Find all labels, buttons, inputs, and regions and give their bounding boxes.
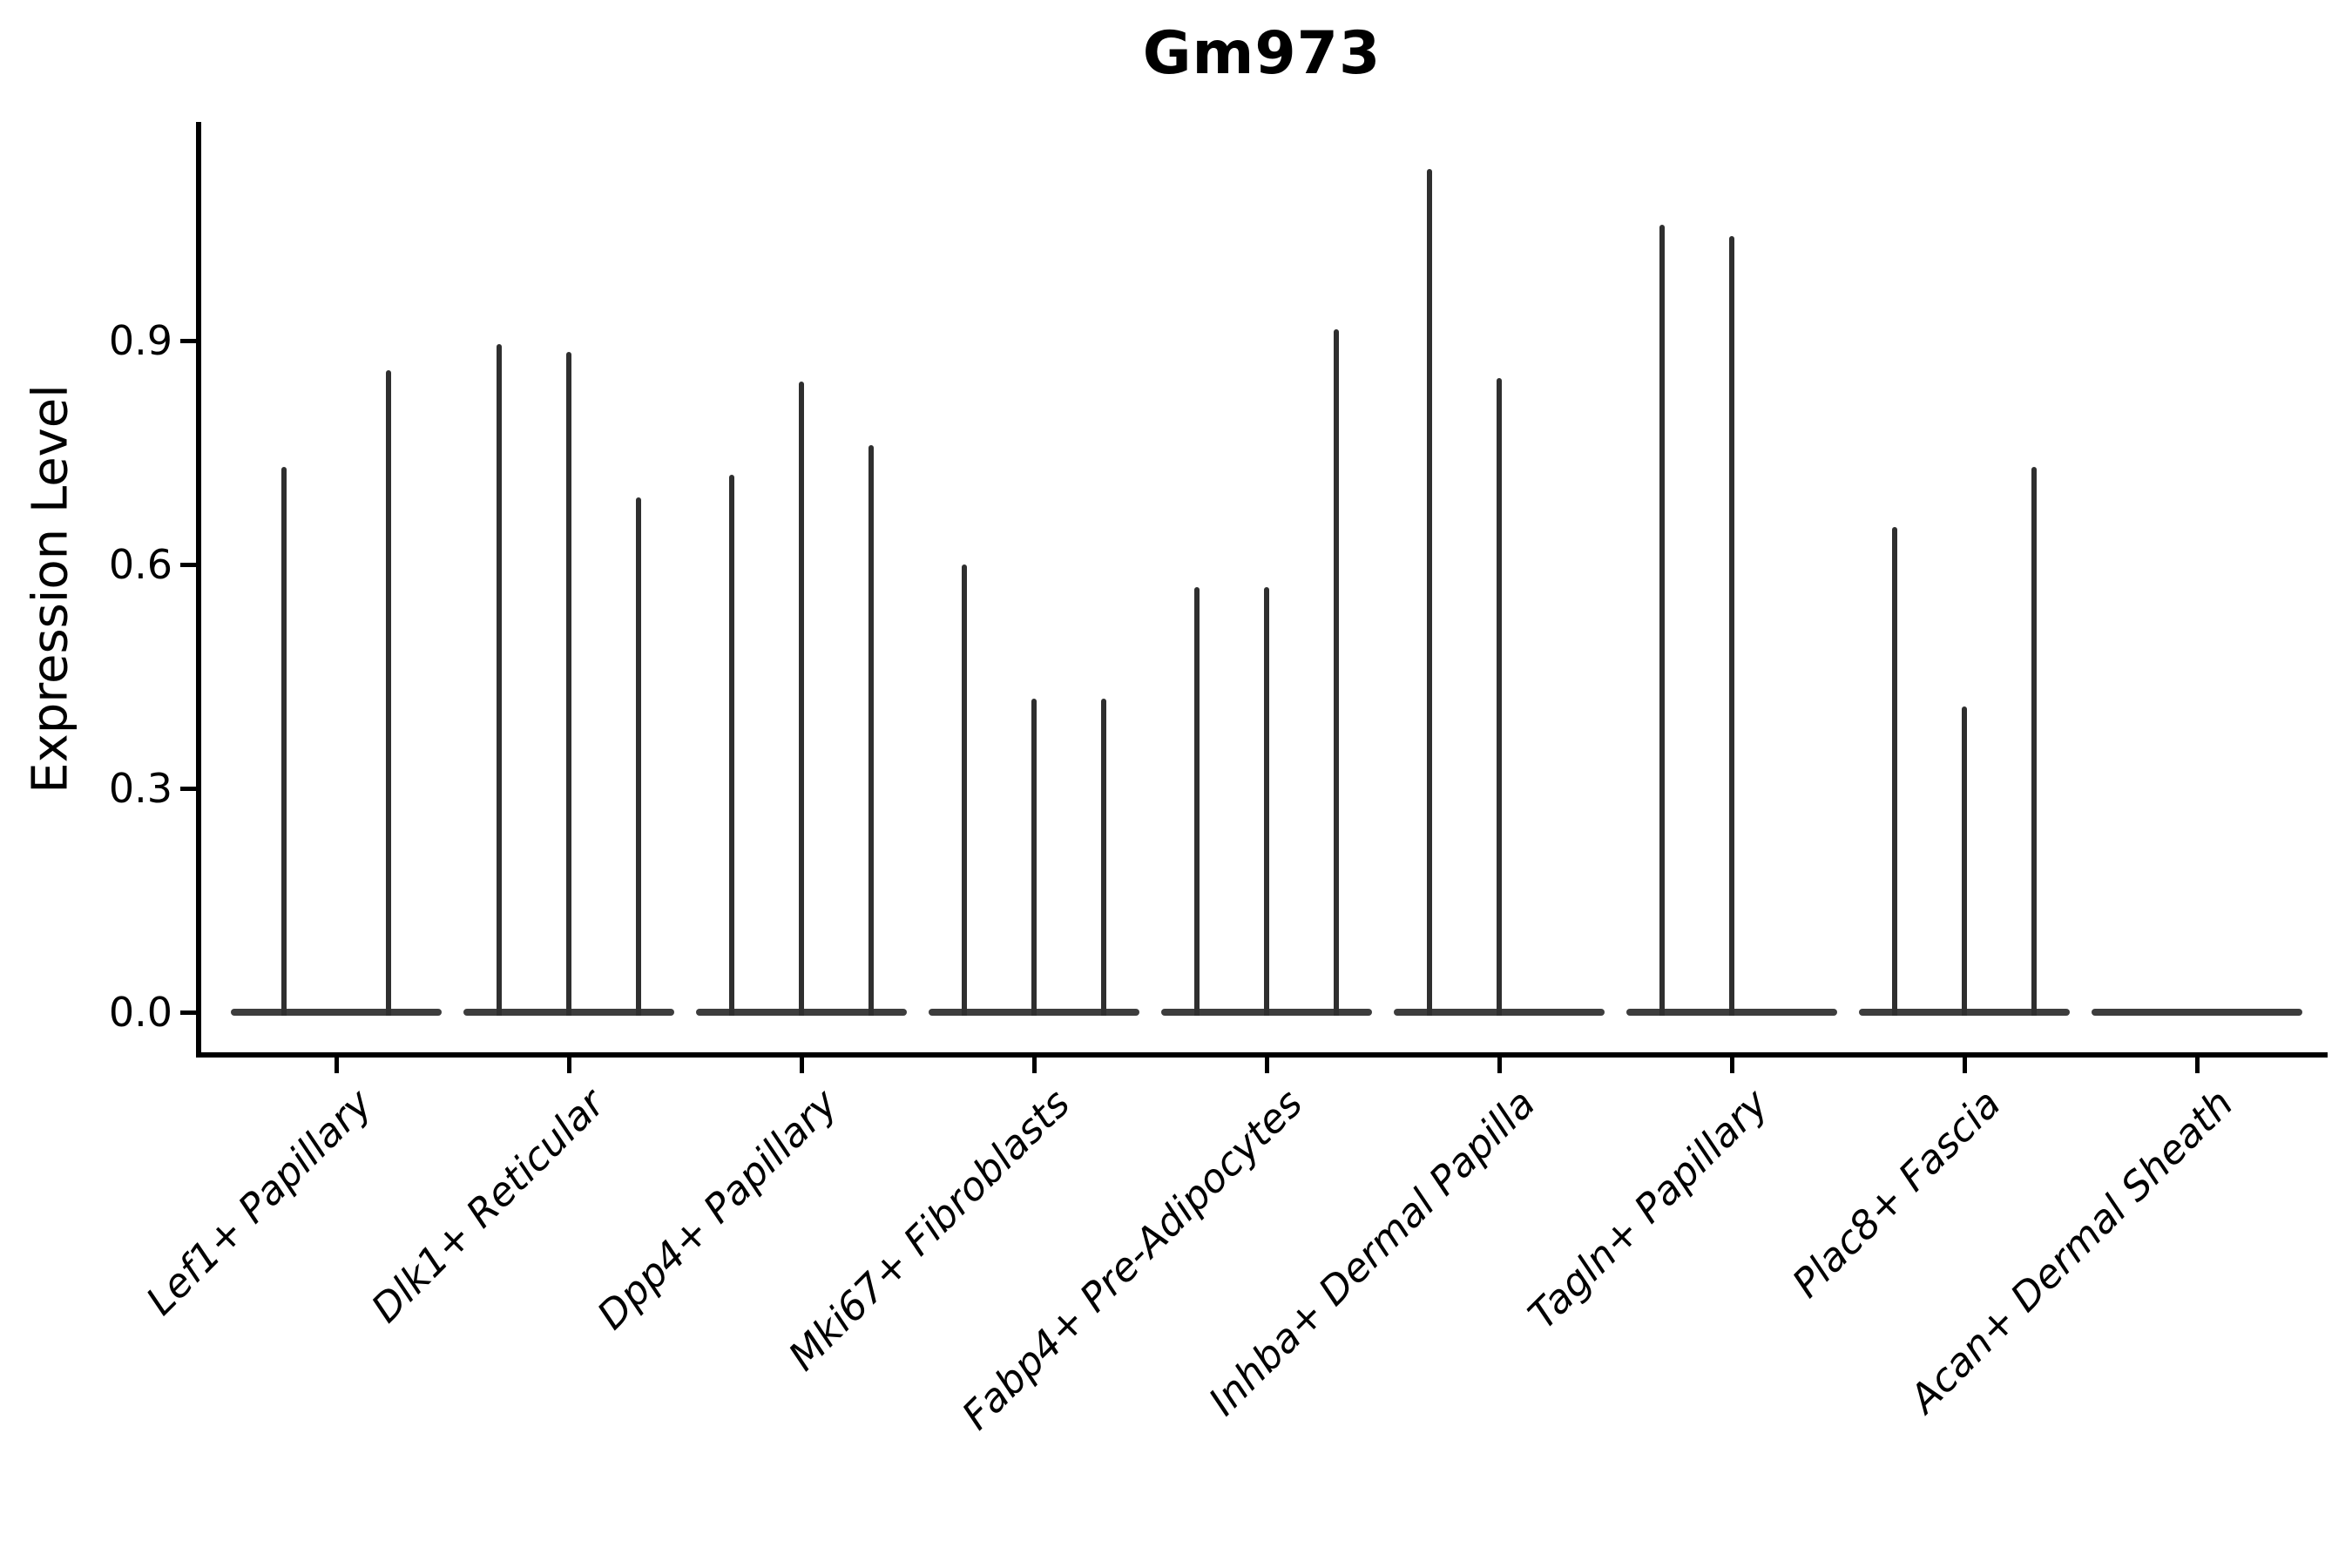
violin-spike <box>1264 586 1269 1016</box>
y-tick-mark <box>180 338 196 343</box>
violin-spike <box>1659 224 1665 1016</box>
violin-spike <box>729 474 734 1016</box>
violin-spike <box>1031 699 1037 1016</box>
x-tick-mark <box>1963 1058 1967 1073</box>
x-tick-mark <box>1265 1058 1269 1073</box>
x-tick-label: Plac8+ Fascia <box>1782 1080 2010 1307</box>
x-tick-mark <box>1497 1058 1502 1073</box>
violin-spike <box>962 564 967 1016</box>
violin-spike <box>1497 377 1502 1016</box>
violin-spike <box>1101 699 1106 1016</box>
y-tick-mark <box>180 786 196 791</box>
x-tick-mark <box>2195 1058 2200 1073</box>
y-axis-label: Expression Level <box>22 384 79 794</box>
x-tick-label: Dpp4+ Papillary <box>588 1080 847 1339</box>
x-tick-mark <box>1730 1058 1734 1073</box>
violin-spike <box>636 497 641 1016</box>
y-tick-label: 0.0 <box>108 989 172 1036</box>
y-tick-label: 0.6 <box>108 540 172 588</box>
x-tick-mark <box>800 1058 804 1073</box>
violin-spike <box>2031 467 2037 1016</box>
violin-spike <box>1427 168 1432 1016</box>
violin-spike <box>1194 586 1200 1016</box>
x-tick-label: Dlk1+ Reticular <box>362 1080 614 1332</box>
y-tick-label: 0.3 <box>108 764 172 812</box>
y-tick-mark <box>180 562 196 567</box>
violin-spike <box>1892 526 1897 1016</box>
violin-spike <box>497 343 502 1016</box>
violin-spike <box>799 381 804 1016</box>
x-tick-mark <box>335 1058 339 1073</box>
y-tick-mark <box>180 1010 196 1015</box>
y-tick-label: 0.9 <box>108 316 172 364</box>
y-axis-spine <box>196 122 201 1058</box>
violin-spike <box>1962 706 1967 1016</box>
x-tick-mark <box>1032 1058 1037 1073</box>
violin-spike <box>868 444 874 1016</box>
violin-spike <box>566 351 571 1016</box>
plot-title: Gm973 <box>1142 19 1382 88</box>
violin-base <box>2092 1009 2302 1016</box>
x-tick-label: Tagln+ Papillary <box>1518 1080 1777 1338</box>
violin-base <box>231 1009 442 1016</box>
x-tick-mark <box>567 1058 571 1073</box>
violin-spike <box>281 467 287 1016</box>
violin-spike <box>1729 235 1734 1016</box>
x-tick-label: Lef1+ Papillary <box>137 1080 382 1324</box>
violin-spike <box>386 369 391 1016</box>
violin-spike <box>1334 328 1339 1016</box>
x-axis-spine <box>196 1052 2328 1058</box>
